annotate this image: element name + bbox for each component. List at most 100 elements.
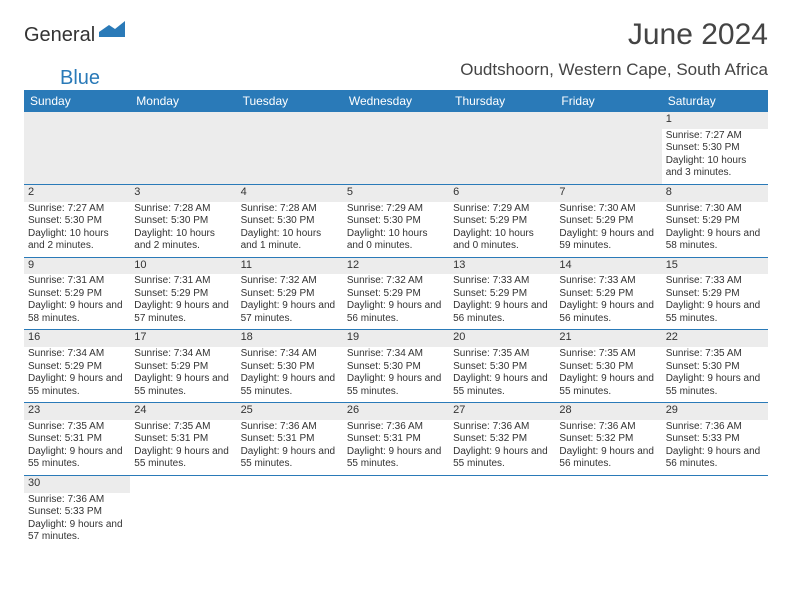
- day-number: 7: [559, 186, 657, 201]
- day-header: Thursday: [449, 90, 555, 112]
- day-number-band: 10: [130, 258, 236, 275]
- day-cell: 11Sunrise: 7:32 AMSunset: 5:29 PMDayligh…: [237, 257, 343, 330]
- day-number: 29: [666, 404, 764, 419]
- day-number: 3: [134, 186, 232, 201]
- day-info: Sunrise: 7:33 AMSunset: 5:29 PMDaylight:…: [453, 275, 551, 325]
- day-number: 22: [666, 331, 764, 346]
- day-number: 11: [241, 259, 339, 274]
- day-cell: 6Sunrise: 7:29 AMSunset: 5:29 PMDaylight…: [449, 184, 555, 257]
- empty-cell: [237, 112, 343, 184]
- day-number-band: 25: [237, 403, 343, 420]
- day-number: 18: [241, 331, 339, 346]
- day-info: Sunrise: 7:36 AMSunset: 5:32 PMDaylight:…: [559, 421, 657, 471]
- day-number: 1: [666, 113, 764, 128]
- day-number-band: 29: [662, 403, 768, 420]
- day-cell: 10Sunrise: 7:31 AMSunset: 5:29 PMDayligh…: [130, 257, 236, 330]
- day-cell: 28Sunrise: 7:36 AMSunset: 5:32 PMDayligh…: [555, 403, 661, 476]
- day-info: Sunrise: 7:34 AMSunset: 5:29 PMDaylight:…: [28, 348, 126, 398]
- day-info: Sunrise: 7:32 AMSunset: 5:29 PMDaylight:…: [241, 275, 339, 325]
- day-info: Sunrise: 7:33 AMSunset: 5:29 PMDaylight:…: [666, 275, 764, 325]
- day-info: Sunrise: 7:32 AMSunset: 5:29 PMDaylight:…: [347, 275, 445, 325]
- day-number-band: 23: [24, 403, 130, 420]
- day-info: Sunrise: 7:29 AMSunset: 5:30 PMDaylight:…: [347, 203, 445, 253]
- calendar-week: 23 Sunrise: 7:35 AMSunset: 5:31 PMDayligh…: [24, 403, 768, 476]
- day-info: Sunrise: 7:35 AMSunset: 5:30 PMDaylight:…: [453, 348, 551, 398]
- day-info: Sunrise: 7:36 AMSunset: 5:31 PMDaylight:…: [241, 421, 339, 471]
- day-number: 12: [347, 259, 445, 274]
- day-info: Sunrise: 7:27 AMSunset: 5:30 PMDaylight:…: [28, 203, 126, 253]
- day-info: Sunrise: 7:34 AMSunset: 5:29 PMDaylight:…: [134, 348, 232, 398]
- empty-cell: [555, 475, 661, 547]
- day-number-band: 11: [237, 258, 343, 275]
- day-cell: 22Sunrise: 7:35 AMSunset: 5:30 PMDayligh…: [662, 330, 768, 403]
- day-header: Saturday: [662, 90, 768, 112]
- day-cell: 18Sunrise: 7:34 AMSunset: 5:30 PMDayligh…: [237, 330, 343, 403]
- day-info: Sunrise: 7:35 AMSunset: 5:30 PMDaylight:…: [559, 348, 657, 398]
- day-number: 19: [347, 331, 445, 346]
- day-number: 9: [28, 259, 126, 274]
- calendar-week: 2Sunrise: 7:27 AMSunset: 5:30 PMDaylight…: [24, 184, 768, 257]
- day-number-band: 3: [130, 185, 236, 202]
- day-number-band: 30: [24, 476, 130, 493]
- day-cell: 1 Sunrise: 7:27 AMSunset: 5:30 PMDaylight…: [662, 112, 768, 184]
- day-number-band: 18: [237, 330, 343, 347]
- day-number-band: 14: [555, 258, 661, 275]
- empty-cell: [449, 475, 555, 547]
- day-header: Monday: [130, 90, 236, 112]
- day-number-band: 9: [24, 258, 130, 275]
- day-cell: 25Sunrise: 7:36 AMSunset: 5:31 PMDayligh…: [237, 403, 343, 476]
- empty-cell: [24, 112, 130, 184]
- day-header: Tuesday: [237, 90, 343, 112]
- day-cell: 9Sunrise: 7:31 AMSunset: 5:29 PMDaylight…: [24, 257, 130, 330]
- day-info: Sunrise: 7:30 AMSunset: 5:29 PMDaylight:…: [559, 203, 657, 253]
- day-number-band: 24: [130, 403, 236, 420]
- calendar-table: SundayMondayTuesdayWednesdayThursdayFrid…: [24, 90, 768, 548]
- day-cell: 19Sunrise: 7:34 AMSunset: 5:30 PMDayligh…: [343, 330, 449, 403]
- day-number: 13: [453, 259, 551, 274]
- header: General June 2024: [24, 18, 768, 52]
- day-cell: 20Sunrise: 7:35 AMSunset: 5:30 PMDayligh…: [449, 330, 555, 403]
- empty-cell: [662, 475, 768, 547]
- day-info: Sunrise: 7:36 AMSunset: 5:32 PMDaylight:…: [453, 421, 551, 471]
- day-cell: 16 Sunrise: 7:34 AMSunset: 5:29 PMDayligh…: [24, 330, 130, 403]
- day-number: 26: [347, 404, 445, 419]
- day-number: 16: [28, 331, 126, 346]
- day-cell: 2Sunrise: 7:27 AMSunset: 5:30 PMDaylight…: [24, 184, 130, 257]
- day-info: Sunrise: 7:35 AMSunset: 5:31 PMDaylight:…: [134, 421, 232, 471]
- logo: General: [24, 24, 127, 47]
- day-cell: 14Sunrise: 7:33 AMSunset: 5:29 PMDayligh…: [555, 257, 661, 330]
- day-number-band: 22: [662, 330, 768, 347]
- day-number-band: 5: [343, 185, 449, 202]
- day-number-band: 1: [662, 112, 768, 129]
- day-header-row: SundayMondayTuesdayWednesdayThursdayFrid…: [24, 90, 768, 112]
- day-number: 23: [28, 404, 126, 419]
- day-number-band: 28: [555, 403, 661, 420]
- day-cell: 7 Sunrise: 7:30 AMSunset: 5:29 PMDaylight…: [555, 184, 661, 257]
- day-number-band: 7: [555, 185, 661, 202]
- day-number: 5: [347, 186, 445, 201]
- day-number-band: 15: [662, 258, 768, 275]
- empty-cell: [449, 112, 555, 184]
- day-number-band: 8: [662, 185, 768, 202]
- day-number-band: 17: [130, 330, 236, 347]
- calendar-body: 1 Sunrise: 7:27 AMSunset: 5:30 PMDaylight…: [24, 112, 768, 548]
- day-cell: 24Sunrise: 7:35 AMSunset: 5:31 PMDayligh…: [130, 403, 236, 476]
- day-info: Sunrise: 7:30 AMSunset: 5:29 PMDaylight:…: [666, 203, 764, 253]
- empty-cell: [555, 112, 661, 184]
- day-cell: 15Sunrise: 7:33 AMSunset: 5:29 PMDayligh…: [662, 257, 768, 330]
- day-number: 8: [666, 186, 764, 201]
- title-block: June 2024: [628, 18, 768, 52]
- day-cell: 21Sunrise: 7:35 AMSunset: 5:30 PMDayligh…: [555, 330, 661, 403]
- day-info: Sunrise: 7:33 AMSunset: 5:29 PMDaylight:…: [559, 275, 657, 325]
- day-number: 27: [453, 404, 551, 419]
- calendar-week: 9Sunrise: 7:31 AMSunset: 5:29 PMDaylight…: [24, 257, 768, 330]
- month-title: June 2024: [628, 18, 768, 52]
- day-cell: 12Sunrise: 7:32 AMSunset: 5:29 PMDayligh…: [343, 257, 449, 330]
- day-cell: 3 Sunrise: 7:28 AMSunset: 5:30 PMDaylight…: [130, 184, 236, 257]
- day-info: Sunrise: 7:27 AMSunset: 5:30 PMDaylight:…: [666, 130, 764, 180]
- day-info: Sunrise: 7:28 AMSunset: 5:30 PMDaylight:…: [241, 203, 339, 253]
- day-info: Sunrise: 7:28 AMSunset: 5:30 PMDaylight:…: [134, 203, 232, 253]
- day-number: 14: [559, 259, 657, 274]
- day-number-band: 27: [449, 403, 555, 420]
- day-info: Sunrise: 7:36 AMSunset: 5:31 PMDaylight:…: [347, 421, 445, 471]
